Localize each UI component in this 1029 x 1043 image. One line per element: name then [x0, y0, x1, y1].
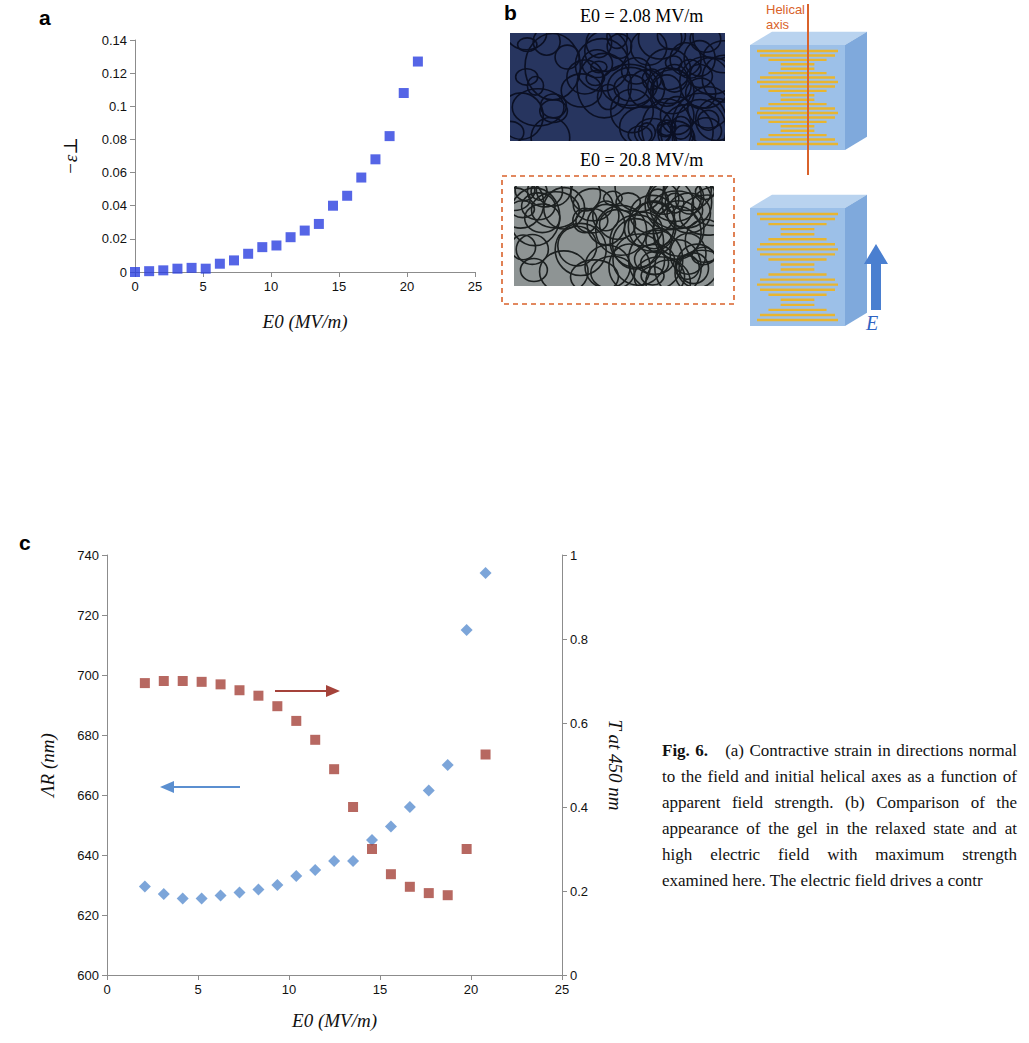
svg-text:E0 (MV/m): E0 (MV/m): [262, 311, 348, 333]
svg-text:0.8: 0.8: [570, 632, 588, 647]
svg-text:740: 740: [77, 548, 99, 563]
svg-text:0: 0: [570, 968, 577, 983]
svg-text:620: 620: [77, 908, 99, 923]
svg-text:E0 = 2.08 MV/m: E0 = 2.08 MV/m: [580, 6, 703, 26]
svg-text:5: 5: [194, 982, 201, 997]
svg-text:0.14: 0.14: [102, 33, 127, 48]
svg-text:0.06: 0.06: [102, 165, 127, 180]
svg-text:15: 15: [332, 279, 346, 294]
svg-text:720: 720: [77, 608, 99, 623]
svg-text:660: 660: [77, 788, 99, 803]
svg-text:0: 0: [120, 265, 127, 280]
svg-text:E0 = 20.8 MV/m: E0 = 20.8 MV/m: [580, 150, 703, 170]
svg-text:1: 1: [570, 548, 577, 563]
svg-text:0.2: 0.2: [570, 884, 588, 899]
svg-text:700: 700: [77, 668, 99, 683]
svg-text:20: 20: [400, 279, 414, 294]
svg-text:0.08: 0.08: [102, 132, 127, 147]
svg-text:c: c: [19, 531, 31, 554]
svg-text:−ε⊥: −ε⊥: [60, 137, 81, 175]
svg-text:600: 600: [77, 968, 99, 983]
svg-text:0.6: 0.6: [570, 716, 588, 731]
svg-text:25: 25: [555, 982, 569, 997]
svg-text:0: 0: [131, 279, 138, 294]
svg-text:0: 0: [103, 982, 110, 997]
svg-text:E: E: [865, 312, 878, 334]
html-text:Fig. 6. (a) Contractive strain: Fig. 6. (a) Contractive strain in direct…: [662, 741, 1017, 890]
svg-text:0.4: 0.4: [570, 800, 588, 815]
svg-text:0.1: 0.1: [109, 99, 127, 114]
svg-text:Helicalaxis: Helicalaxis: [766, 2, 805, 32]
svg-text:ΛR (nm): ΛR (nm): [37, 733, 59, 799]
svg-text:0.04: 0.04: [102, 198, 127, 213]
svg-text:20: 20: [464, 982, 478, 997]
svg-text:10: 10: [282, 982, 296, 997]
svg-text:5: 5: [199, 279, 206, 294]
svg-text:25: 25: [468, 279, 482, 294]
svg-text:15: 15: [373, 982, 387, 997]
svg-text:680: 680: [77, 728, 99, 743]
svg-text:a: a: [39, 6, 51, 29]
svg-text:T at 450 nm: T at 450 nm: [605, 720, 626, 811]
svg-text:0.02: 0.02: [102, 231, 127, 246]
svg-text:E0 (MV/m): E0 (MV/m): [291, 1010, 377, 1032]
svg-text:0.12: 0.12: [102, 66, 127, 81]
svg-text:640: 640: [77, 848, 99, 863]
svg-text:b: b: [504, 1, 517, 24]
svg-text:10: 10: [264, 279, 278, 294]
